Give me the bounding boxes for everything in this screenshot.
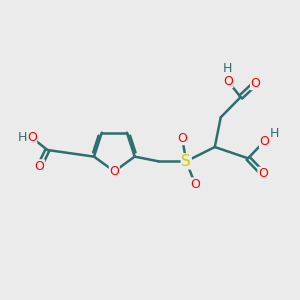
Text: O: O [27,131,37,144]
Text: O: O [190,178,200,191]
Text: O: O [34,160,44,173]
Text: O: O [223,74,233,88]
Text: H: H [223,62,232,75]
Text: S: S [182,154,191,169]
Text: O: O [110,165,119,178]
Text: O: O [177,132,187,145]
Text: H: H [270,127,279,140]
Text: H: H [18,131,28,144]
Text: O: O [258,167,268,180]
Text: O: O [250,76,260,90]
Text: O: O [260,135,269,148]
